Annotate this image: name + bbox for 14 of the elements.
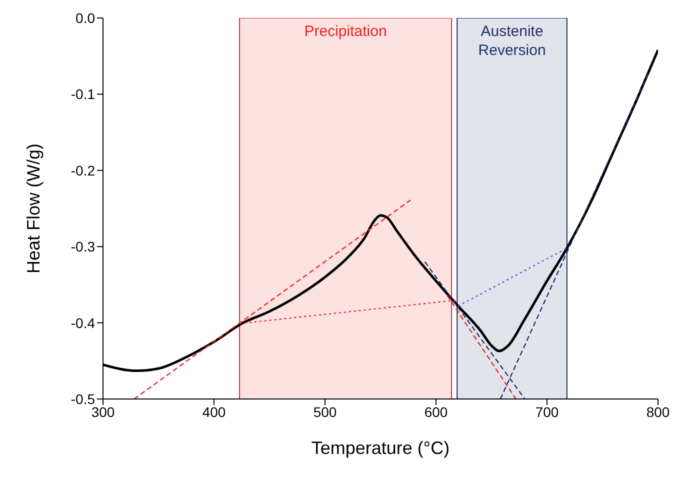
x-tick-label: 600: [424, 404, 448, 420]
y-tick-label: -0.4: [70, 314, 96, 331]
x-tick-label: 800: [646, 404, 670, 420]
band-label: Precipitation: [304, 23, 387, 40]
y-tick-label: -0.3: [70, 238, 96, 255]
band-label: Austenite Reversion: [478, 23, 546, 59]
x-tick-label: 400: [202, 404, 226, 420]
y-tick-label: 0.0: [76, 10, 96, 26]
y-tick-label: -0.1: [70, 86, 96, 102]
y-tick-label: -0.2: [70, 162, 96, 178]
y-axis-title: Heat Flow (W/g): [23, 143, 44, 274]
x-axis-title: Temperature (°C): [311, 438, 450, 458]
x-tick-label: 500: [313, 404, 337, 420]
x-tick-label: 700: [535, 404, 559, 420]
